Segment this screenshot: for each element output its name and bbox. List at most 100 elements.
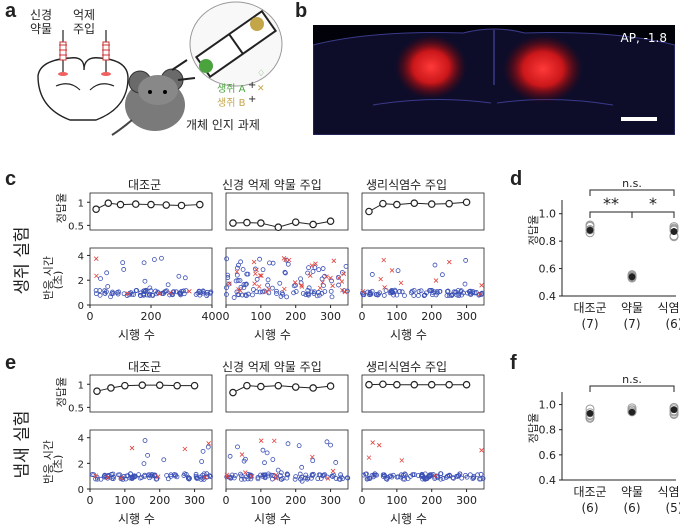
c-rt-point-hit: [293, 289, 299, 294]
c-rt-point-hit: [312, 289, 317, 295]
c-rt-point-hit: [285, 261, 291, 267]
c-rt-point-hit: [141, 292, 147, 298]
f-n-label: (5): [666, 501, 680, 515]
c-rt-point-hit: [159, 255, 164, 261]
e-rt-point-hit: [269, 476, 275, 482]
c-rt-point-hit: [267, 260, 272, 266]
c-xlabel-3: 시행 수: [390, 328, 427, 342]
e-x-tick-label: 100: [114, 494, 135, 507]
c-rt-point-hit: [317, 292, 322, 298]
mouse-b-label: 생쥐 B: [217, 98, 246, 109]
c-x-tick-label: 200: [285, 310, 306, 323]
c-rt-point-miss: [381, 257, 387, 263]
c-rt-point-hit: [236, 262, 241, 268]
injection-site-right: [101, 72, 111, 76]
e-rt-point-hit: [478, 476, 484, 482]
f-ytick-label: 0.6: [539, 449, 557, 462]
e-rt-point-hit: [380, 474, 386, 479]
c-rt-point-hit: [415, 293, 421, 298]
e-x-tick-label: 0: [223, 494, 230, 507]
e-acc-point: [309, 384, 317, 392]
c-rt-point-hit: [409, 288, 415, 294]
c-x-tick-label: 400: [202, 310, 223, 323]
e-x-tick-label: 200: [421, 494, 442, 507]
e-rt-point-miss: [310, 454, 315, 460]
c-rt-point-miss: [479, 283, 484, 288]
c-x-tick-label: 100: [386, 310, 407, 323]
e-rt-point-hit: [193, 471, 199, 477]
c-rt-point-miss: [307, 273, 313, 278]
e-acc-point: [326, 382, 335, 390]
c-rt-point-hit: [303, 292, 309, 298]
c-rt-point-hit: [422, 292, 428, 298]
c-rt-point-hit: [394, 292, 400, 298]
c-rt-point-miss: [266, 286, 271, 292]
c-rt-point-miss: [157, 291, 162, 297]
e-rt-point-miss: [399, 458, 405, 463]
c-rt-point-miss: [236, 287, 241, 292]
c-x-tick-label: 200: [421, 310, 442, 323]
c-rt-frame-2: [361, 247, 485, 306]
e-rt-point-hit: [201, 476, 207, 482]
c-acc-point: [177, 201, 186, 210]
c-acc-point: [365, 207, 373, 216]
c-rt-point-miss: [342, 289, 348, 295]
e-rt-point-hit: [470, 476, 476, 481]
e-rt-point-hit: [299, 464, 305, 470]
e-rt-point-hit: [115, 472, 121, 478]
c-rt-point-hit: [137, 292, 143, 298]
c-rt-point-hit: [467, 291, 473, 297]
c-rt-point-hit: [105, 284, 111, 289]
e-acc-tick-label: 1: [78, 380, 84, 391]
e-acc-tick-label: 0.5: [68, 403, 84, 414]
c-rt-point-hit: [108, 294, 113, 300]
e-rt-point-hit: [285, 441, 291, 447]
e-rt-point-hit: [109, 471, 114, 477]
drug-label-left-2: 약물: [30, 22, 53, 36]
c-rt-point-miss: [94, 273, 99, 279]
e-rt-point-hit: [91, 472, 97, 478]
c-rt-point-hit: [402, 293, 407, 299]
c-rt-point-miss: [168, 290, 173, 295]
c-rt-point-hit: [235, 265, 240, 271]
c-acc-tick-label: 0.5: [68, 221, 84, 232]
c-rt-point-hit: [274, 288, 279, 294]
e-rt-point-hit: [142, 474, 148, 479]
e-rt-point-hit: [105, 475, 111, 481]
d-ytick-label: 0.4: [539, 290, 557, 303]
c-rt-point-hit: [322, 289, 328, 294]
e-rt-point-hit: [296, 443, 302, 449]
e-rt-point-hit: [93, 476, 98, 482]
e-x-tick-label: 100: [250, 494, 271, 507]
e-acc-point: [190, 381, 199, 390]
f-mean-point: [628, 408, 636, 416]
c-rt-point-hit: [429, 288, 435, 293]
c-rt-point-miss: [281, 256, 287, 261]
e-rt-point-hit: [98, 476, 104, 482]
d-mean-point: [670, 228, 678, 235]
e-rt-point-hit: [193, 473, 199, 479]
c-rt-point-hit: [418, 288, 424, 294]
c-rt-point-miss: [125, 291, 130, 296]
c-rt-point-hit: [120, 260, 126, 266]
e-rt-point-hit: [390, 472, 396, 478]
ap-label: AP, -1.8: [620, 31, 668, 45]
c-rt-point-miss: [313, 261, 318, 266]
c-rt-point-miss: [299, 284, 305, 289]
e-rt-point-hit: [260, 447, 266, 453]
e-rt-point-hit: [367, 476, 373, 481]
d-ytick-label: 0.6: [539, 263, 557, 276]
c-rt-point-hit: [93, 291, 99, 297]
e-acc-frame-2: [361, 374, 485, 413]
drug-label-left-1: 신경: [30, 8, 53, 22]
e-xlabel-1: 시행 수: [118, 512, 155, 526]
c-acc-point: [410, 199, 419, 207]
drug-label-right-1: 억제: [73, 8, 96, 22]
e-acc-point: [138, 381, 147, 389]
c-rt-point-hit: [149, 292, 155, 298]
e-rt-point-hit: [284, 471, 290, 477]
c-acc-point: [92, 205, 100, 213]
c-x-tick-label: 0: [223, 310, 230, 323]
e-rt-point-hit: [402, 471, 408, 477]
e-rt-point-hit: [264, 450, 270, 456]
